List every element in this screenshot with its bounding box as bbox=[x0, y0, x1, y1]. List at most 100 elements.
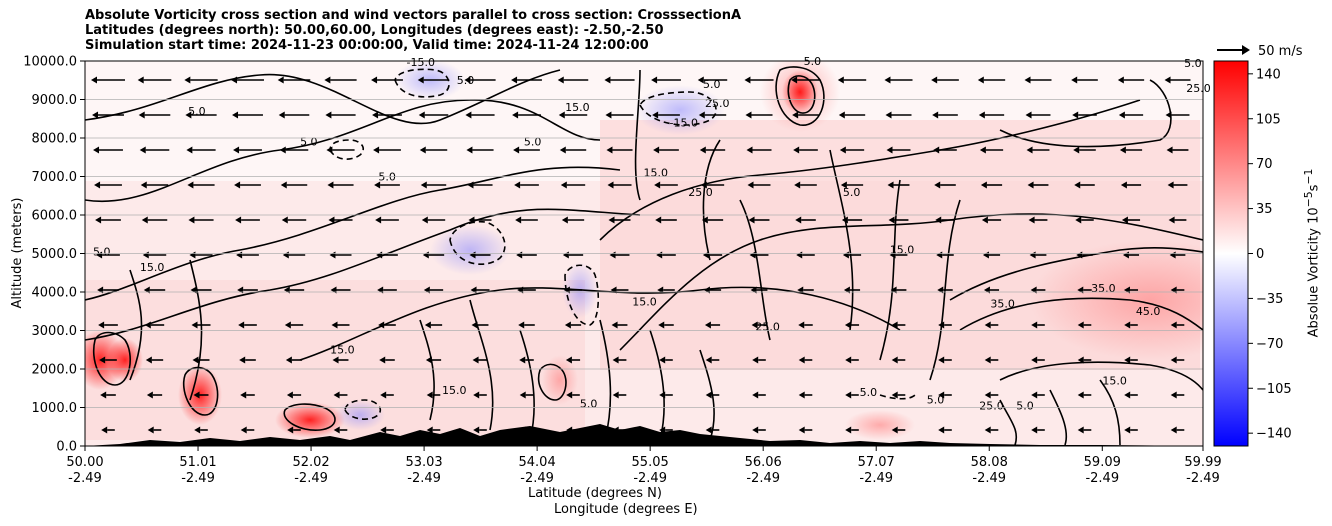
wind-arrow bbox=[845, 391, 859, 399]
wind-arrow bbox=[559, 146, 587, 154]
wind-arrow bbox=[561, 216, 585, 224]
wind-arrow bbox=[792, 111, 819, 119]
y-tick-label: 10000.0 bbox=[23, 55, 77, 70]
contour-label: 15.0 bbox=[1102, 374, 1127, 387]
wind-arrow bbox=[373, 146, 401, 154]
wind-arrow bbox=[841, 216, 863, 224]
colorbar-tick-label: −140 bbox=[1256, 427, 1292, 442]
wind-arrow bbox=[100, 391, 116, 399]
wind-arrow bbox=[425, 356, 442, 364]
colorbar-tick-label: −70 bbox=[1256, 337, 1283, 352]
wind-arrow bbox=[234, 181, 261, 189]
wind-arrow bbox=[421, 216, 446, 224]
wind-arrow bbox=[607, 181, 632, 189]
contour-label: 15.0 bbox=[632, 295, 657, 308]
contour-label: 5.0 bbox=[524, 136, 542, 149]
wind-arrow bbox=[705, 426, 720, 434]
contour-label: 25.0 bbox=[705, 97, 730, 110]
wind-arrow bbox=[518, 321, 535, 329]
wind-arrow bbox=[1077, 391, 1092, 399]
wind-arrow bbox=[512, 111, 541, 119]
y-tick-label: 6000.0 bbox=[32, 209, 78, 224]
wind-arrow bbox=[1170, 321, 1185, 329]
wind-arrow bbox=[333, 391, 348, 399]
wind-arrow bbox=[798, 426, 813, 434]
colorbar-tick-label: −105 bbox=[1256, 382, 1292, 397]
y-tick-label: 2000.0 bbox=[32, 363, 78, 378]
contour-label: 15.0 bbox=[442, 384, 467, 397]
wind-arrow bbox=[744, 76, 774, 84]
y-tick-label: 4000.0 bbox=[32, 286, 78, 301]
y-tick-label: 0.0 bbox=[56, 440, 77, 455]
wind-arrow bbox=[981, 216, 1002, 224]
wind-arrow bbox=[99, 356, 117, 364]
wind-arrow bbox=[324, 76, 357, 84]
y-tick-label: 7000.0 bbox=[32, 170, 78, 185]
wind-arrow bbox=[1166, 146, 1189, 154]
wind-arrow bbox=[887, 181, 910, 189]
wind-arrow bbox=[611, 321, 628, 329]
wind-arrow bbox=[231, 76, 264, 84]
wind-arrow bbox=[138, 111, 171, 119]
colorbar-label-text: Absolue Vorticity 10 bbox=[1306, 207, 1322, 338]
wind-arrow bbox=[655, 216, 677, 224]
wind-arrow bbox=[286, 391, 302, 399]
wind-arrow bbox=[844, 321, 860, 329]
wind-arrow bbox=[700, 181, 725, 189]
wind-arrow bbox=[705, 391, 720, 399]
wind-arrow bbox=[980, 181, 1003, 189]
wind-arrow bbox=[798, 321, 813, 329]
wind-arrow bbox=[984, 391, 999, 399]
wind-arrow bbox=[984, 321, 999, 329]
wind-arrow bbox=[840, 181, 864, 189]
wind-arrow bbox=[746, 146, 772, 154]
y-tick-label: 9000.0 bbox=[32, 93, 78, 108]
colorbar-tick-label: 35 bbox=[1256, 202, 1273, 217]
wind-arrow bbox=[1024, 76, 1052, 84]
wind-vectors bbox=[91, 76, 1191, 434]
wind-arrow bbox=[95, 216, 121, 224]
wind-arrow bbox=[278, 111, 310, 119]
wind-arrow bbox=[891, 426, 906, 434]
wind-arrow bbox=[608, 216, 631, 224]
title-line-3: Simulation start time: 2024-11-23 00:00:… bbox=[85, 38, 649, 53]
terrain bbox=[85, 424, 1203, 446]
x-tick-label-lon: -2.49 bbox=[407, 471, 441, 486]
wind-arrow bbox=[604, 76, 635, 84]
wind-arrow bbox=[287, 426, 301, 434]
colorbar-tick-label: 0 bbox=[1256, 247, 1264, 262]
title-line-2: Latitudes (degrees north): 50.00,60.00, … bbox=[85, 23, 664, 38]
wind-arrow bbox=[697, 76, 728, 84]
wind-arrow bbox=[1077, 426, 1092, 434]
wind-arrow bbox=[557, 76, 589, 84]
wind-arrow bbox=[420, 181, 447, 189]
wind-arrow bbox=[701, 216, 724, 224]
wind-arrow bbox=[424, 321, 443, 329]
wind-arrow bbox=[605, 111, 634, 119]
wind-arrow bbox=[838, 111, 866, 119]
x-tick-label-lat: 57.07 bbox=[858, 455, 895, 470]
wind-arrow bbox=[659, 426, 673, 434]
wind-arrow bbox=[193, 391, 209, 399]
wind-arrow bbox=[466, 146, 494, 154]
wind-arrow bbox=[931, 76, 959, 84]
colorbar-ticks: 140 105 70 35 0 −35 −70 −105 −140 bbox=[1248, 67, 1292, 442]
wind-arrow bbox=[606, 146, 633, 154]
wind-arrow bbox=[91, 76, 125, 84]
wind-arrow bbox=[1031, 356, 1045, 364]
x-tick-label-lon: -2.49 bbox=[633, 471, 667, 486]
wind-arrow bbox=[1121, 216, 1141, 224]
x-tick-label-lat: 55.05 bbox=[632, 455, 669, 470]
wind-arrow bbox=[1071, 76, 1098, 84]
wind-arrow bbox=[793, 146, 818, 154]
wind-arrow bbox=[651, 76, 681, 84]
wind-arrow bbox=[101, 426, 115, 434]
wind-arrow bbox=[374, 181, 400, 189]
wind-arrow bbox=[1072, 111, 1097, 119]
y-tick-label: 1000.0 bbox=[32, 401, 78, 416]
wind-arrow bbox=[380, 426, 394, 434]
wind-arrow bbox=[654, 181, 678, 189]
contour-label: 15.0 bbox=[644, 167, 669, 180]
wind-arrow bbox=[932, 111, 958, 119]
wind-arrow bbox=[191, 321, 211, 329]
